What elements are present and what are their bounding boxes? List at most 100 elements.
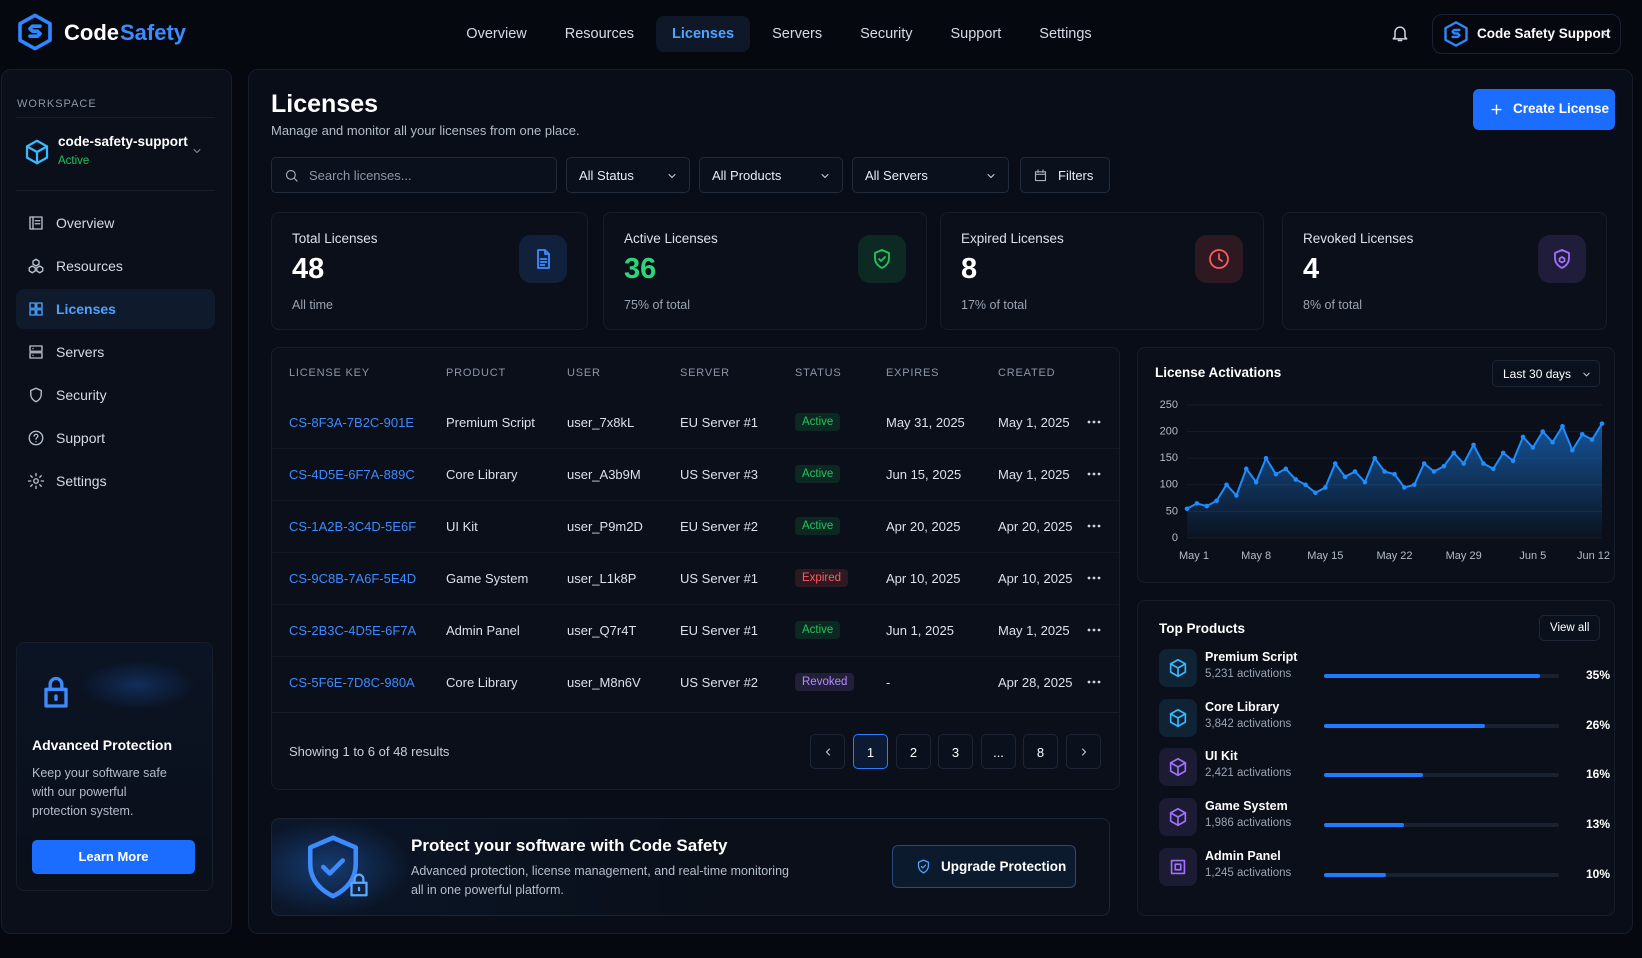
search-input[interactable]: Search licenses... [271,157,557,193]
product-icon [1170,859,1186,875]
page-arrow-stroke [1082,748,1086,756]
row-menu-dot [1092,680,1096,684]
nav-item[interactable]: Licenses [656,16,751,52]
nav-item[interactable]: Settings [1039,26,1092,42]
sidebar-icon-stroke [36,302,43,309]
account-name[interactable]: Code Safety Support [1477,26,1611,41]
nav-item[interactable]: Security [860,26,913,42]
upgrade-button[interactable]: Upgrade Protection [892,845,1076,888]
sidebar-icon-stroke [33,433,39,440]
upgrade-icon [917,859,930,874]
sidebar-icon-stroke [30,387,42,403]
sidebar-icon [29,302,43,316]
bar-fill [1324,872,1386,877]
product-activations: 1,245 activations [1205,866,1292,879]
sidebar-item[interactable] [16,203,215,243]
page-button[interactable]: 8 [1023,734,1058,769]
stat-icon-stroke [544,249,550,255]
license-key[interactable]: CS-8F3A-7B2C-901E [289,415,414,430]
promo-button[interactable]: Learn More [32,840,195,874]
sidebar-item[interactable] [16,461,215,501]
stat-value: 8 [961,253,978,285]
activation-point [1530,445,1536,450]
stat-value: 48 [292,253,325,285]
row-menu-dot [1097,628,1101,632]
sidebar-icon-stroke [29,345,43,352]
activation-point [1372,455,1378,461]
nav-item[interactable]: Overview [466,26,527,42]
stat-icon-stroke [878,256,886,262]
row-menu-dot [1092,420,1096,424]
create-license-button[interactable]: Create License [1473,89,1615,130]
page-button[interactable]: 1 [853,734,888,769]
page-button[interactable] [1066,734,1101,769]
product-activations: 1,986 activations [1205,817,1292,830]
sidebar-icon [30,387,42,403]
nav-item[interactable]: Support [950,26,1002,42]
activation-point [1283,466,1289,472]
row-menu[interactable] [1086,471,1102,477]
activation-area [1187,423,1602,538]
bar-value-label: 16% [1585,767,1610,782]
sidebar-icon-stroke [39,484,42,487]
bar-value-label: 10% [1585,866,1610,881]
row-menu[interactable] [1086,627,1102,633]
range-chevron-stroke [1583,372,1590,377]
page-button[interactable]: 2 [896,734,931,769]
create-license-label: Create License [1513,101,1610,116]
page-button[interactable]: ... [981,734,1016,769]
nav-item[interactable]: Resources [564,26,635,42]
x-tick-label: May 22 [1376,550,1412,562]
status-badge: Active [795,465,841,483]
stat-note: 8% of total [1303,298,1363,312]
product-filter[interactable]: All Products [699,157,843,193]
product-icon-box [1159,798,1197,837]
table-cell: Apr 28, 2025 [998,675,1073,690]
nav-item[interactable]: Servers [772,26,823,42]
row-menu-dot [1087,680,1091,684]
stat-icon-stroke [537,249,550,269]
row-menu[interactable] [1086,679,1102,685]
server-filter-chevron [987,174,995,178]
column-header: LICENSE KEY [289,367,370,379]
license-key[interactable]: CS-4D5E-6F7A-889C [289,467,415,482]
table-cell: Apr 10, 2025 [998,571,1073,586]
filters-button[interactable]: Filters [1020,157,1110,193]
sidebar-item[interactable] [16,332,215,372]
account-pill[interactable] [1432,14,1621,54]
sidebar-label: Resources [56,258,123,274]
activation-point [1579,431,1585,437]
product-activations: 3,842 activations [1205,717,1292,730]
row-menu[interactable] [1086,523,1102,529]
sidebar-item[interactable] [16,418,215,458]
range-chevron [1583,372,1590,377]
server-filter[interactable]: All Servers [852,157,1009,193]
range-dropdown[interactable]: Last 30 days [1492,360,1600,387]
activation-point [1510,458,1516,464]
brand-second: Safety [120,20,187,45]
activation-point [1560,423,1565,429]
search-input-icon-stroke [293,177,298,182]
license-key[interactable]: CS-9C8B-7A6F-5E4D [289,571,417,586]
view-all-button[interactable]: View all [1539,615,1601,641]
table-cell: May 31, 2025 [886,415,965,430]
sidebar-item[interactable] [16,375,215,415]
page-button[interactable] [810,734,845,769]
bar-fill [1324,723,1485,728]
bar-fill [1324,674,1541,678]
stat-label: Active Licenses [624,231,718,246]
row-menu[interactable] [1086,419,1102,425]
sidebar-icon-stroke [30,475,33,478]
workspace-name[interactable]: code-safety-support [58,134,188,149]
license-key[interactable]: CS-1A2B-3C4D-5E6F [289,519,417,534]
activation-point [1421,461,1427,466]
row-menu[interactable] [1086,575,1102,581]
table-cell: Jun 1, 2025 [886,623,954,638]
status-filter[interactable]: All Status [566,157,690,193]
page-button[interactable]: 3 [938,734,973,769]
product-filter-chevron [821,174,829,178]
license-key[interactable]: CS-5F6E-7D8C-980A [289,675,415,690]
sidebar-item[interactable] [16,289,215,329]
x-tick-label: May 15 [1307,550,1343,562]
license-key[interactable]: CS-2B3C-4D5E-6F7A [289,623,417,638]
